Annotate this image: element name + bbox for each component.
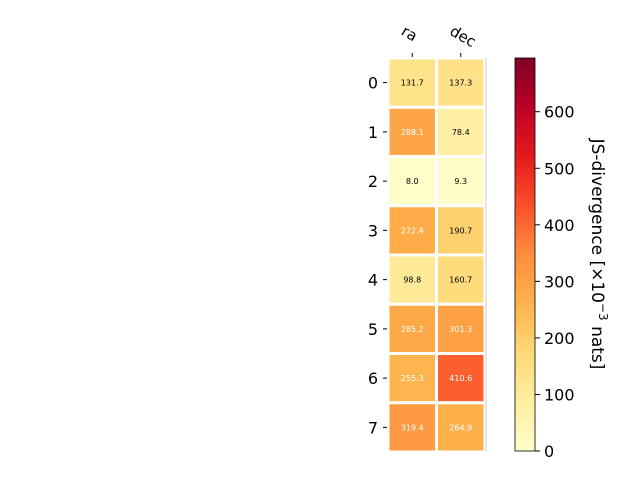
cell-value-label: 137.3 bbox=[449, 79, 472, 88]
colorbar-tick-label: 300 bbox=[544, 272, 575, 291]
y-tick-label: 3 bbox=[368, 221, 378, 240]
cell-value-label: 301.3 bbox=[449, 325, 472, 334]
colorbar-label-unit: nats] bbox=[587, 321, 607, 370]
y-tick-label: 7 bbox=[368, 418, 378, 437]
colorbar-label: JS-divergence [×10−3 nats] bbox=[587, 138, 610, 370]
x-tick-label: ra bbox=[398, 22, 420, 45]
y-axis: 0 1 2 3 4 5 6 7 bbox=[368, 74, 387, 437]
x-tick-label: dec bbox=[447, 22, 479, 51]
colorbar-tick-label: 100 bbox=[544, 385, 575, 404]
y-tick-label: 0 bbox=[368, 74, 378, 93]
cell-value-label: 8.0 bbox=[406, 177, 419, 186]
cell-value-label: 98.8 bbox=[403, 276, 421, 285]
colorbar-gradient bbox=[514, 57, 536, 452]
cell-value-label: 190.7 bbox=[449, 226, 472, 235]
heatmap-cell bbox=[435, 105, 487, 158]
cell-value-label: 9.3 bbox=[454, 177, 467, 186]
colorbar-tick-label: 600 bbox=[544, 103, 575, 122]
colorbar-label-main: JS-divergence [×10 bbox=[587, 138, 607, 303]
y-tick-label: 6 bbox=[368, 369, 378, 388]
y-tick-label: 2 bbox=[368, 172, 378, 191]
x-axis: ra dec bbox=[398, 22, 479, 57]
cell-value-label: 255.3 bbox=[401, 374, 424, 383]
y-tick-label: 5 bbox=[368, 320, 378, 339]
heatmap-cell bbox=[435, 204, 487, 257]
colorbar-tick-label: 0 bbox=[544, 442, 554, 461]
cell-value-label: 131.7 bbox=[401, 79, 424, 88]
cell-value-label: 285.2 bbox=[401, 325, 424, 334]
heatmap-cell bbox=[435, 253, 487, 306]
cell-value-label: 264.9 bbox=[449, 423, 472, 432]
colorbar-tick-label: 400 bbox=[544, 216, 575, 235]
y-tick-label: 4 bbox=[368, 271, 378, 290]
cell-value-label: 272.4 bbox=[401, 226, 424, 235]
colorbar: 0 100 200 300 400 500 600 JS-divergence [×10−3 … bbox=[514, 57, 610, 461]
colorbar-label-exponent: −3 bbox=[596, 303, 610, 321]
cell-value-label: 78.4 bbox=[452, 128, 470, 137]
cell-value-label: 410.6 bbox=[449, 374, 472, 383]
cell-value-label: 160.7 bbox=[449, 276, 472, 285]
colorbar-tick-label: 500 bbox=[544, 159, 575, 178]
heatmap-cell bbox=[435, 401, 487, 454]
heatmap-cells: 131.7 137.3 288.1 78.4 8.0 9.3 272.4 190.7 98.8 1… bbox=[386, 56, 487, 454]
colorbar-tick-label: 200 bbox=[544, 329, 575, 348]
y-tick-label: 1 bbox=[368, 123, 378, 142]
cell-value-label: 288.1 bbox=[401, 128, 424, 137]
heatmap-cell bbox=[435, 155, 487, 208]
cell-value-label: 319.4 bbox=[401, 423, 424, 432]
